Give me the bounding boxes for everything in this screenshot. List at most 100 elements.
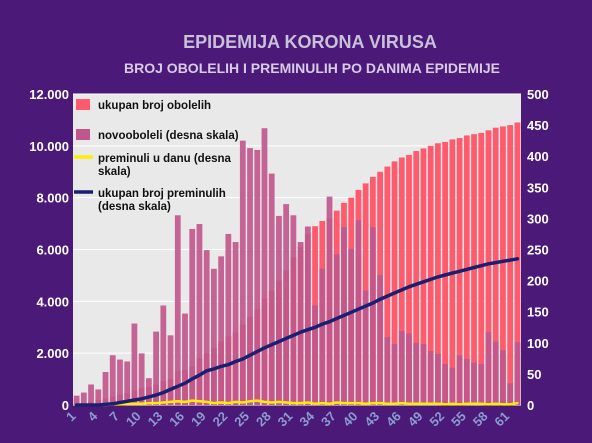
bar-new-cases: [456, 355, 463, 405]
bar-new-cases: [102, 372, 109, 405]
bar-total-cases: [471, 134, 477, 405]
bar-new-cases: [167, 335, 174, 405]
bar-new-cases: [398, 330, 405, 405]
bar-total-cases: [492, 127, 499, 406]
legend-label: preminuli u danu (desna: [98, 153, 232, 165]
bar-new-cases: [362, 290, 369, 405]
bar-new-cases: [355, 220, 362, 405]
bar-total-cases: [478, 132, 485, 405]
bar-total-cases: [485, 130, 492, 406]
bar-new-cases: [290, 215, 297, 405]
bar-new-cases: [449, 367, 456, 405]
x-tick-label: 40: [340, 409, 361, 430]
bar-new-cases: [160, 305, 167, 405]
x-tick-label: 46: [383, 409, 404, 430]
y-right-tick-label: 250: [527, 243, 549, 258]
bar-new-cases: [153, 331, 159, 405]
bar-new-cases: [196, 223, 203, 405]
line-daily-deaths: [75, 399, 519, 407]
bar-new-cases: [312, 305, 318, 405]
bar-new-cases: [88, 384, 94, 405]
bar-total-cases: [391, 161, 398, 405]
bar-new-cases: [239, 140, 246, 405]
y-left-tick-label: 0: [62, 398, 69, 413]
bar-new-cases: [117, 359, 123, 405]
bar-new-cases: [80, 392, 87, 405]
bar-new-cases: [247, 148, 253, 405]
bar-total-cases: [507, 125, 514, 405]
bar-total-cases: [384, 166, 391, 405]
bar-total-cases: [406, 154, 412, 405]
legend-label: ukupan broj preminulih: [98, 188, 226, 200]
bar-total-cases: [398, 157, 405, 405]
y-left-tick-label: 4.000: [36, 294, 69, 309]
x-tick-label: 19: [188, 409, 209, 430]
bar-total-cases: [427, 145, 434, 406]
x-tick-label: 16: [166, 409, 187, 430]
y-right-tick-label: 0: [527, 398, 534, 413]
bar-new-cases: [333, 254, 340, 405]
bar-new-cases: [514, 342, 521, 405]
x-tick-label: 4: [85, 408, 101, 424]
bar-new-cases: [182, 313, 188, 405]
bar-new-cases: [283, 204, 290, 405]
x-tick-label: 58: [470, 409, 491, 430]
bar-total-cases: [413, 151, 420, 405]
y-right-tick-label: 100: [527, 336, 549, 351]
y-left-tick-label: 2.000: [36, 346, 69, 361]
bar-new-cases: [203, 250, 210, 405]
x-tick-label: 1: [63, 409, 79, 425]
bar-new-cases: [391, 344, 398, 405]
bar-new-cases: [492, 341, 499, 405]
bar-new-cases: [254, 149, 261, 405]
x-tick-label: 52: [426, 409, 447, 430]
x-tick-label: 31: [275, 409, 296, 430]
bar-new-cases: [500, 350, 506, 405]
bar-new-cases: [406, 333, 412, 405]
bar-new-cases: [326, 196, 333, 405]
y-right-tick-label: 300: [527, 211, 549, 226]
legend-label: ukupan broj obolelih: [98, 100, 211, 112]
bar-new-cases: [427, 350, 434, 405]
bar-new-cases: [369, 227, 376, 405]
bar-new-cases: [413, 342, 420, 405]
bar-new-cases: [297, 242, 304, 405]
bar-new-cases: [189, 228, 196, 405]
bar-new-cases: [463, 358, 470, 405]
x-tick-label: 22: [210, 409, 231, 430]
x-tick-label: 61: [491, 409, 512, 430]
x-tick-label: 34: [296, 408, 317, 429]
x-tick-label: 13: [145, 409, 166, 430]
x-tick-label: 28: [253, 409, 274, 430]
y-right-tick-label: 350: [527, 180, 549, 195]
y-right-tick-label: 150: [527, 305, 549, 320]
x-tick-label: 25: [231, 409, 252, 430]
bar-new-cases: [319, 268, 326, 405]
y-right-tick-label: 450: [527, 118, 549, 133]
x-tick-label: 49: [405, 409, 426, 430]
bar-new-cases: [145, 378, 152, 405]
bar-new-cases: [138, 353, 145, 405]
plot-area: 0 2.000 4.000 6.000 8.000 10.000 12.000 0 50 100 1…: [29, 87, 548, 429]
bar-new-cases: [261, 128, 268, 405]
legend: ukupan broj obolelih novooboleli (desna s…: [74, 99, 239, 213]
bar-total-cases: [514, 122, 521, 405]
bar-new-cases: [507, 383, 514, 405]
y-left-tick-label: 12.000: [29, 87, 69, 102]
bar-new-cases: [384, 337, 391, 405]
legend-label: (desna skala): [98, 201, 171, 213]
bar-new-cases: [377, 275, 383, 405]
x-tick-label: 10: [123, 409, 144, 430]
legend-label: skala): [98, 166, 131, 178]
y-left-tick-label: 8.000: [36, 191, 69, 206]
legend-swatch: [76, 99, 90, 110]
x-tick-label: 43: [361, 409, 382, 430]
bar-new-cases: [348, 248, 355, 405]
y-right-tick-label: 500: [527, 87, 549, 102]
line-total-deaths: [74, 257, 520, 407]
bar-new-cases: [304, 226, 311, 405]
bar-new-cases: [73, 395, 80, 405]
bar-new-cases: [435, 353, 441, 405]
bar-new-cases: [174, 215, 181, 405]
